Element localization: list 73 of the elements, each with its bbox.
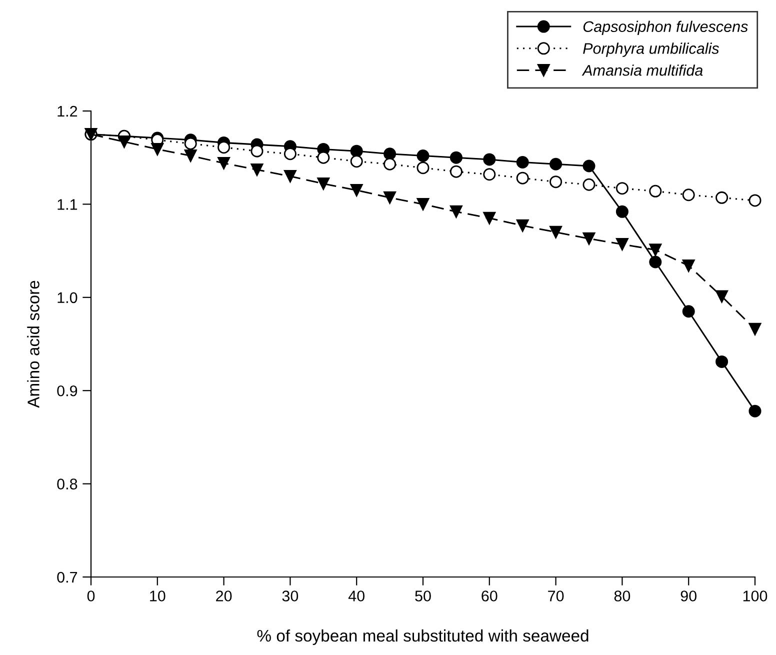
point [384, 158, 396, 170]
point [649, 244, 662, 256]
point [450, 165, 462, 178]
point [284, 170, 296, 182]
point [350, 155, 363, 168]
point [716, 290, 728, 303]
point [748, 404, 762, 418]
legend-label: Porphyra umbilicalis [583, 42, 719, 57]
x-tick-label: 50 [415, 590, 431, 602]
x-tick-label: 20 [216, 590, 232, 602]
point [218, 141, 230, 154]
point [284, 148, 296, 160]
point [649, 256, 662, 268]
point [682, 188, 695, 202]
point [682, 305, 695, 318]
x-axis-title: % of soybean meal substituted with seaweed [257, 629, 588, 645]
point [716, 191, 728, 204]
point [250, 144, 264, 158]
point [218, 156, 230, 170]
y-tick-label: 0.7 [57, 572, 78, 583]
point [582, 178, 596, 191]
legend-label: Amansia multifida [582, 64, 703, 76]
point [450, 151, 462, 164]
legend-label: Capsosiphon fulvescens [583, 20, 748, 36]
point [582, 160, 596, 172]
point [317, 177, 330, 190]
point [184, 149, 197, 162]
y-tick-label: 1.1 [58, 199, 78, 210]
x-tick-label: 10 [150, 590, 166, 602]
y-axis-title: Amino acid score [27, 280, 40, 408]
point [483, 212, 496, 224]
point [250, 163, 264, 176]
point [516, 156, 529, 169]
point [416, 198, 430, 210]
x-tick-label: 0 [87, 590, 95, 602]
point [516, 219, 529, 232]
point [184, 137, 197, 150]
x-tick-label: 40 [348, 590, 364, 602]
point [649, 184, 662, 198]
point [151, 142, 164, 156]
point [118, 136, 130, 148]
point [716, 355, 728, 368]
point [616, 205, 628, 218]
point [483, 168, 496, 181]
point [616, 238, 628, 251]
point [450, 205, 462, 218]
y-tick-label: 0.9 [57, 385, 78, 396]
point [550, 226, 562, 238]
point [682, 259, 695, 272]
point [317, 151, 330, 164]
point [416, 149, 430, 162]
point [550, 158, 562, 170]
x-tick-label: 30 [282, 590, 298, 602]
point [350, 184, 363, 196]
point [516, 172, 529, 184]
point [616, 182, 628, 195]
y-tick-label: 1.0 [58, 292, 78, 304]
point [550, 176, 562, 188]
point [748, 194, 762, 207]
x-tick-label: 80 [614, 590, 630, 602]
x-tick-label: 100 [743, 590, 768, 602]
x-tick-label: 70 [548, 590, 564, 602]
x-tick-label: 60 [482, 590, 498, 602]
x-tick-label: 90 [680, 590, 696, 602]
point [748, 322, 762, 336]
y-tick-label: 1.2 [58, 106, 78, 117]
point [384, 191, 396, 204]
point [350, 144, 363, 158]
point [416, 162, 430, 174]
point [384, 148, 396, 160]
y-tick-label: 0.8 [57, 478, 78, 490]
point [483, 153, 496, 166]
point [582, 232, 596, 245]
